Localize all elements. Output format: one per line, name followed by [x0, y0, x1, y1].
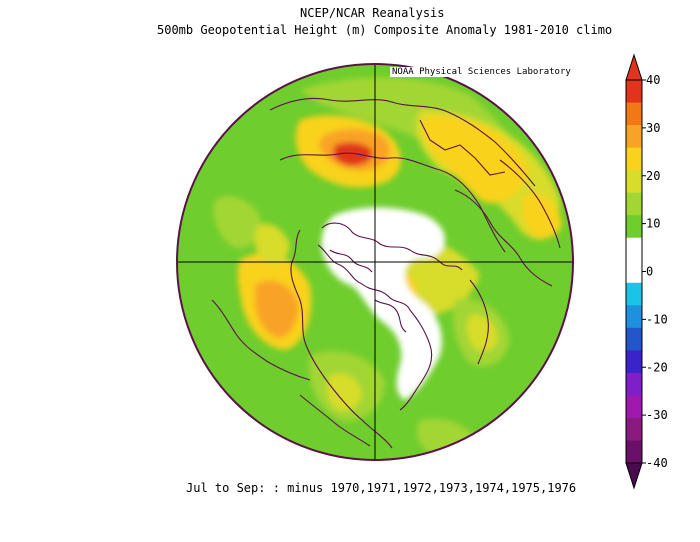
- colorbar-label: -10: [646, 312, 668, 326]
- colorbar-bottom-arrow: [625, 462, 643, 490]
- colorbar-segment: [626, 260, 642, 284]
- colorbar-segment: [626, 170, 642, 194]
- colorbar-label: 40: [646, 73, 660, 87]
- colorbar-segment: [626, 282, 642, 306]
- colorbar-segment: [626, 80, 642, 104]
- colorbar-segment: [626, 305, 642, 329]
- colorbar-segment: [626, 372, 642, 396]
- colorbar-label: 20: [646, 169, 660, 183]
- colorbar-segment: [626, 350, 642, 374]
- chart-subtitle: 500mb Geopotential Height (m) Composite …: [157, 23, 613, 37]
- colorbar-segment: [626, 102, 642, 126]
- colorbar-segment: [626, 192, 642, 216]
- colorbar-label: 30: [646, 121, 660, 135]
- colorbar-segment: [626, 215, 642, 239]
- map-boundary: [176, 63, 574, 461]
- colorbar-label: -40: [646, 456, 668, 470]
- colorbar-segment: [626, 395, 642, 419]
- colorbar-label: 10: [646, 217, 660, 231]
- credit-label: NOAA Physical Sciences Laboratory: [390, 67, 573, 77]
- footer-caption: Jul to Sep: : minus 1970,1971,1972,1973,…: [186, 481, 577, 495]
- colorbar-segment: [626, 417, 642, 441]
- colorbar-segment: [626, 147, 642, 171]
- colorbar-label: 0: [646, 265, 653, 279]
- chart-title: NCEP/NCAR Reanalysis: [300, 6, 445, 20]
- coastlines: [211, 97, 561, 449]
- colorbar: 40 30 20 10 0 -10 -20 -30 -40: [625, 53, 668, 490]
- colorbar-label: -30: [646, 408, 668, 422]
- anomaly-field: [177, 64, 573, 460]
- colorbar-segment: [626, 327, 642, 351]
- colorbar-top-arrow: [625, 53, 643, 81]
- colorbar-segment: [626, 440, 642, 464]
- colorbar-segment: [626, 125, 642, 149]
- colorbar-label: -20: [646, 360, 668, 374]
- colorbar-segment: [626, 237, 642, 261]
